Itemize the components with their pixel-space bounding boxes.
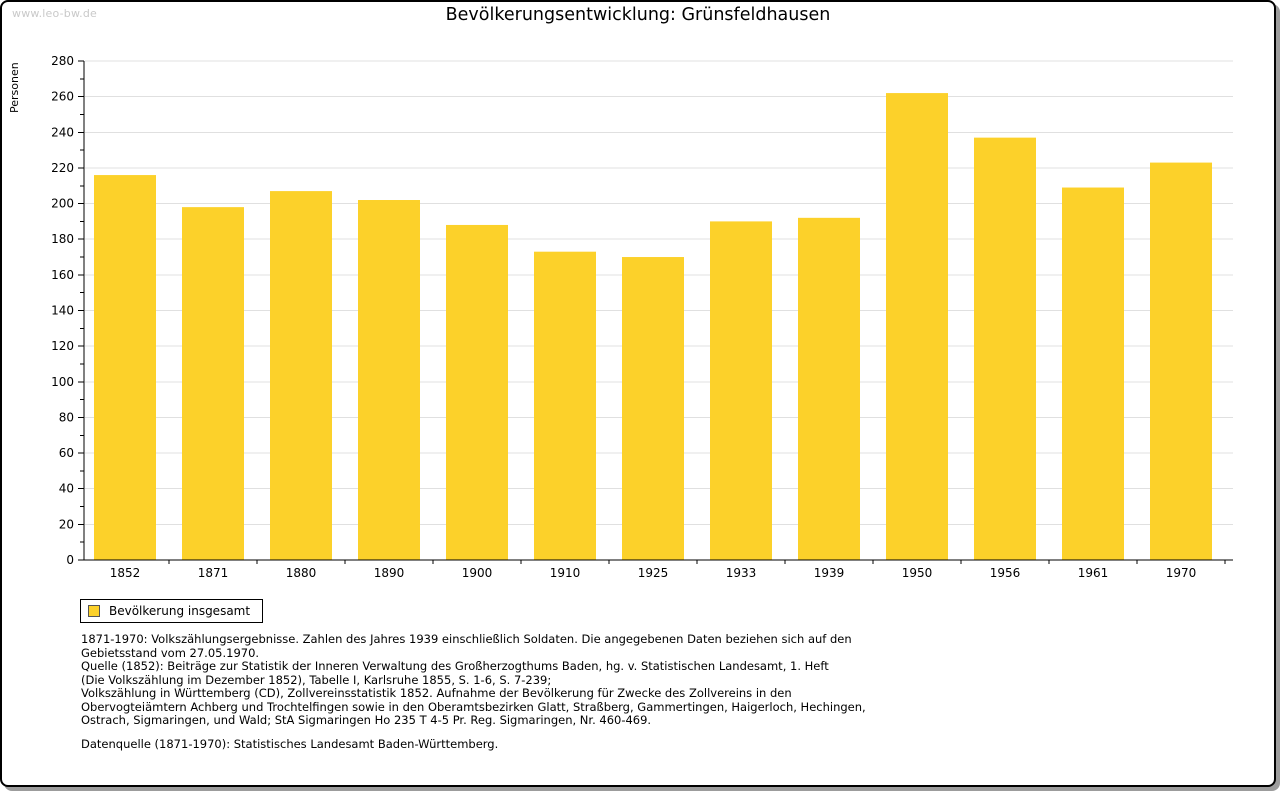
legend-box: Bevölkerung insgesamt (80, 599, 264, 623)
y-tick-label: 40 (59, 482, 74, 496)
bar-1950 (886, 93, 948, 560)
x-tick-label: 1900 (462, 566, 493, 580)
bar-1956 (974, 137, 1036, 560)
x-tick-label: 1956 (990, 566, 1021, 580)
bar-1961 (1062, 187, 1124, 560)
y-tick-label: 160 (51, 268, 74, 282)
legend-color-swatch-icon (88, 605, 100, 617)
y-tick-label: 20 (59, 517, 74, 531)
bar-1852 (94, 175, 156, 561)
footnote-line: Volkszählung in Württemberg (CD), Zollve… (81, 686, 792, 700)
x-tick-label: 1890 (374, 566, 405, 580)
bar-1871 (182, 207, 244, 560)
bar-1939 (798, 217, 860, 561)
x-tick-label: 1950 (902, 566, 933, 580)
data-source-note: Datenquelle (1871-1970): Statistisches L… (81, 736, 499, 751)
y-tick-label: 220 (51, 161, 74, 175)
page-title: Bevölkerungsentwicklung: Grünsfeldhausen (445, 5, 831, 25)
footnote-line: (Die Volkszählung im Dezember 1852), Tab… (81, 672, 552, 687)
footnote-line: Ostrach, Sigmaringen, und Wald; StA Sigm… (81, 713, 652, 727)
y-tick-label: 280 (51, 54, 74, 68)
bar-1933 (710, 221, 772, 560)
y-tick-label: 100 (51, 375, 74, 389)
site-watermark: www.leo-bw.de (12, 7, 98, 20)
bar-1970 (1150, 162, 1212, 560)
footnote-line: Gebietsstand vom 27.05.1970. (81, 645, 260, 660)
bar-1890 (358, 200, 420, 560)
legend-label: Bevölkerung insgesamt (109, 604, 251, 618)
x-tick-label: 1961 (1078, 566, 1109, 580)
y-tick-label: 0 (66, 553, 74, 567)
x-tick-label: 1910 (550, 566, 581, 580)
y-tick-label: 240 (51, 125, 74, 139)
footnote-line: 1871-1970: Volkszählungsergebnisse. Zahl… (81, 632, 852, 646)
x-tick-label: 1880 (286, 566, 317, 580)
x-tick-label: 1871 (198, 566, 229, 580)
y-tick-label: 120 (51, 339, 74, 353)
x-tick-label: 1852 (110, 566, 141, 580)
y-tick-label: 200 (51, 197, 74, 211)
y-tick-label: 60 (59, 446, 74, 460)
footnotes-block: 1871-1970: Volkszählungsergebnisse. Zahl… (81, 632, 866, 751)
bar-1925 (622, 257, 684, 560)
bar-1900 (446, 224, 508, 560)
x-tick-label: 1925 (638, 566, 669, 580)
y-tick-label: 80 (59, 410, 74, 424)
population-bar-chart: 1852 1871 1880 1890 1900 1910 1925 1933 1939 1950… (51, 54, 1233, 580)
y-tick-label: 260 (51, 90, 74, 104)
x-tick-label: 1970 (1166, 566, 1197, 580)
x-tick-label: 1939 (814, 566, 845, 580)
footnote-line: Obervogteiämtern Achberg und Trochtelfin… (81, 699, 866, 714)
x-tick-label: 1933 (726, 566, 757, 580)
y-tick-label: 180 (51, 232, 74, 246)
footnote-line: Quelle (1852): Beiträge zur Statistik de… (81, 659, 829, 673)
bar-1880 (270, 191, 332, 560)
bar-1910 (534, 251, 596, 561)
y-tick-label: 140 (51, 304, 74, 318)
